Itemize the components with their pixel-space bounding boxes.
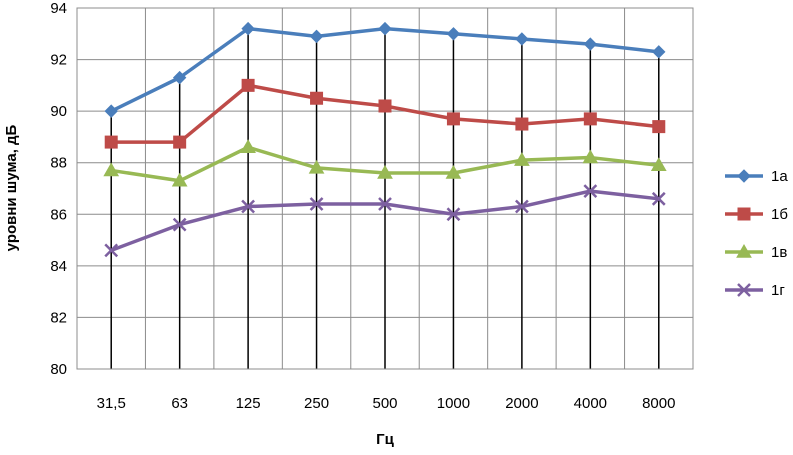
data-point: [104, 243, 119, 258]
legend-label: 1г: [771, 282, 785, 299]
x-axis-ticks: 31,5 63 125 250 500 1000 2000 4000 8000: [97, 395, 676, 412]
y-tick-label: 92: [50, 52, 67, 69]
data-point: [651, 191, 666, 206]
y-tick-label: 82: [50, 309, 67, 326]
legend-label: 1б: [771, 206, 788, 223]
x-tick-label: 125: [236, 395, 261, 412]
marker-stroke: [446, 207, 461, 222]
data-point: [583, 37, 598, 51]
data-point: [446, 207, 461, 222]
legend-item: 1в: [725, 243, 787, 261]
data-point: [172, 217, 187, 232]
x-tick-label: 250: [304, 395, 329, 412]
marker-stroke: [583, 184, 598, 198]
y-axis-ticks: 80 82 84 86 88 90 92 94: [50, 0, 67, 378]
x-tick-label: 500: [372, 395, 397, 412]
data-point: [172, 70, 187, 85]
data-point: [445, 165, 462, 179]
marker-stroke: [309, 197, 324, 211]
legend-marker: [737, 169, 751, 183]
marker-stroke: [241, 199, 255, 214]
marker-stroke: [651, 191, 666, 206]
x-tick-label: 63: [171, 395, 188, 412]
data-point: [652, 120, 666, 134]
y-tick-label: 86: [50, 206, 67, 223]
legend-marker: [736, 243, 752, 258]
drop-lines: [110, 28, 660, 369]
data-point: [515, 117, 529, 131]
data-point: [378, 197, 392, 211]
marker-stroke: [515, 199, 529, 214]
data-point: [582, 149, 599, 164]
legend-item: 1г: [725, 282, 785, 299]
series-3: [103, 139, 667, 187]
data-point: [446, 112, 460, 126]
data-point: [241, 78, 255, 92]
data-point: [241, 199, 255, 214]
y-tick-label: 88: [50, 155, 67, 172]
data-point: [650, 157, 667, 172]
marker-stroke: [737, 283, 751, 297]
legend-item: 1а: [725, 168, 788, 185]
data-point: [308, 159, 325, 174]
x-tick-label: 8000: [642, 395, 675, 412]
x-tick-label: 31,5: [97, 395, 126, 412]
data-point: [378, 21, 392, 36]
legend-marker: [737, 283, 751, 297]
x-tick-label: 4000: [574, 395, 607, 412]
data-point: [515, 199, 529, 214]
series-2: [104, 78, 666, 149]
data-point: [240, 139, 256, 153]
x-tick-label: 2000: [505, 395, 538, 412]
plot-area: [76, 7, 694, 370]
data-point: [652, 45, 666, 59]
y-tick-label: 80: [50, 361, 67, 378]
legend-label: 1а: [771, 168, 788, 185]
legend-item: 1б: [725, 206, 788, 223]
plot-frame: [76, 7, 694, 370]
series-4: [104, 184, 666, 258]
marker-stroke: [104, 243, 119, 258]
data-point: [514, 152, 530, 166]
series-1: [104, 21, 666, 118]
data-point: [104, 104, 118, 118]
data-point: [173, 135, 187, 149]
marker-stroke: [172, 217, 187, 232]
data-point: [310, 91, 324, 105]
data-point: [377, 165, 393, 179]
y-axis-title: уровни шума, дБ: [3, 124, 20, 251]
y-tick-label: 94: [50, 0, 67, 17]
y-tick-label: 84: [50, 258, 67, 275]
x-axis-title: Гц: [376, 431, 395, 448]
y-tick-label: 90: [50, 103, 67, 120]
legend-label: 1в: [771, 244, 787, 261]
legend-marker: [737, 207, 751, 221]
data-point: [515, 32, 529, 46]
data-point: [583, 112, 597, 126]
data-point: [103, 162, 120, 177]
data-point: [378, 99, 392, 113]
data-point: [583, 184, 598, 198]
data-point: [104, 135, 118, 149]
data-point: [241, 21, 255, 36]
data-point: [446, 27, 461, 41]
x-tick-label: 1000: [437, 395, 470, 412]
legend: 1а 1б 1в 1г: [725, 168, 788, 299]
data-point: [309, 29, 324, 44]
data-point: [171, 172, 188, 187]
data-point: [309, 197, 324, 211]
series-layer: [103, 21, 667, 258]
marker-stroke: [378, 197, 392, 211]
